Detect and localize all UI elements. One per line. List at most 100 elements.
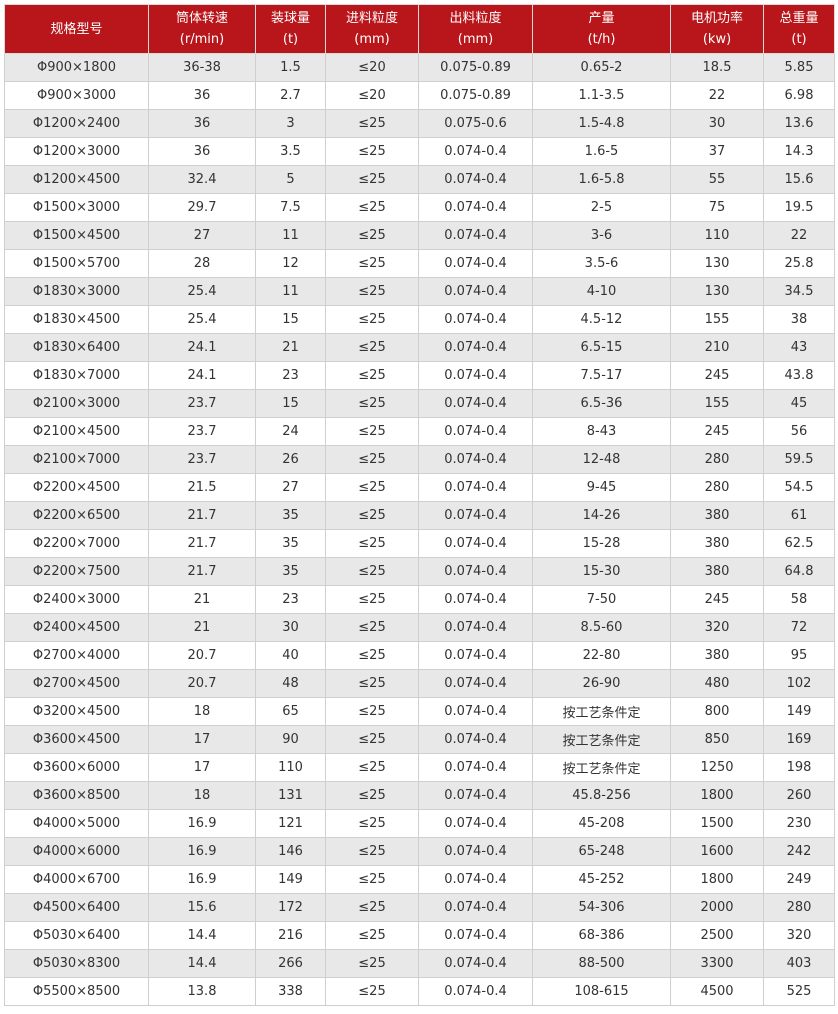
cell-total-weight: 38	[763, 305, 835, 334]
cell-motor-power: 380	[670, 641, 764, 670]
cell-capacity: 6.5-15	[532, 333, 671, 362]
table-row: Φ3600×8500 18 131 ≤25 0.074-0.4 45.8-256 1800 2…	[4, 781, 835, 810]
table-row: Φ900×1800 36-38 1.5 ≤20 0.075-0.89 0.65-2 18.5…	[4, 53, 835, 82]
cell-speed: 23.7	[148, 417, 256, 446]
cell-model: Φ1200×4500	[4, 165, 149, 194]
header-label: 装球量	[270, 11, 310, 26]
cell-capacity: 6.5-36	[532, 389, 671, 418]
cell-motor-power: 37	[670, 137, 764, 166]
header-unit: (t)	[791, 32, 807, 47]
cell-discharge-size: 0.074-0.4	[418, 641, 533, 670]
header-total-weight: 总重量 (t)	[763, 4, 835, 54]
cell-feed-size: ≤25	[325, 949, 419, 978]
cell-discharge-size: 0.074-0.4	[418, 389, 533, 418]
cell-ball-load: 48	[255, 669, 326, 698]
cell-feed-size: ≤25	[325, 697, 419, 726]
cell-capacity: 3-6	[532, 221, 671, 250]
cell-model: Φ4000×6000	[4, 837, 149, 866]
cell-speed: 14.4	[148, 921, 256, 950]
cell-speed: 16.9	[148, 837, 256, 866]
cell-ball-load: 266	[255, 949, 326, 978]
cell-speed: 32.4	[148, 165, 256, 194]
cell-total-weight: 34.5	[763, 277, 835, 306]
cell-speed: 17	[148, 753, 256, 782]
cell-total-weight: 62.5	[763, 529, 835, 558]
cell-feed-size: ≤25	[325, 389, 419, 418]
cell-speed: 27	[148, 221, 256, 250]
cell-feed-size: ≤25	[325, 809, 419, 838]
cell-model: Φ3600×8500	[4, 781, 149, 810]
cell-speed: 21	[148, 585, 256, 614]
cell-motor-power: 320	[670, 613, 764, 642]
cell-feed-size: ≤25	[325, 137, 419, 166]
table-row: Φ2400×3000 21 23 ≤25 0.074-0.4 7-50 245 58	[4, 585, 835, 614]
cell-motor-power: 110	[670, 221, 764, 250]
cell-ball-load: 21	[255, 333, 326, 362]
cell-feed-size: ≤25	[325, 109, 419, 138]
cell-discharge-size: 0.074-0.4	[418, 697, 533, 726]
cell-total-weight: 19.5	[763, 193, 835, 222]
cell-discharge-size: 0.074-0.4	[418, 249, 533, 278]
cell-motor-power: 1800	[670, 781, 764, 810]
cell-speed: 23.7	[148, 445, 256, 474]
cell-total-weight: 64.8	[763, 557, 835, 586]
cell-ball-load: 3.5	[255, 137, 326, 166]
cell-discharge-size: 0.074-0.4	[418, 333, 533, 362]
header-unit: (kw)	[702, 32, 732, 47]
cell-model: Φ5030×6400	[4, 921, 149, 950]
cell-feed-size: ≤25	[325, 165, 419, 194]
cell-discharge-size: 0.074-0.4	[418, 781, 533, 810]
cell-feed-size: ≤25	[325, 585, 419, 614]
cell-discharge-size: 0.074-0.4	[418, 193, 533, 222]
table-row: Φ4500×6400 15.6 172 ≤25 0.074-0.4 54-306 2000 2…	[4, 893, 835, 922]
cell-discharge-size: 0.074-0.4	[418, 361, 533, 390]
cell-motor-power: 280	[670, 473, 764, 502]
cell-capacity: 54-306	[532, 893, 671, 922]
cell-discharge-size: 0.075-0.6	[418, 109, 533, 138]
cell-motor-power: 1500	[670, 809, 764, 838]
cell-feed-size: ≤25	[325, 529, 419, 558]
cell-ball-load: 15	[255, 389, 326, 418]
cell-model: Φ1500×3000	[4, 193, 149, 222]
cell-capacity: 14-26	[532, 501, 671, 530]
table-row: Φ900×3000 36 2.7 ≤20 0.075-0.89 1.1-3.5 22 6.98	[4, 81, 835, 110]
cell-total-weight: 25.8	[763, 249, 835, 278]
cell-feed-size: ≤25	[325, 361, 419, 390]
cell-motor-power: 155	[670, 389, 764, 418]
cell-motor-power: 245	[670, 585, 764, 614]
table-row: Φ1200×3000 36 3.5 ≤25 0.074-0.4 1.6-5 37 14.3	[4, 137, 835, 166]
cell-discharge-size: 0.074-0.4	[418, 473, 533, 502]
cell-capacity: 45-252	[532, 865, 671, 894]
header-capacity: 产量 (t/h)	[532, 4, 671, 54]
ball-mill-spec-table: 规格型号 筒体转速 (r/min) 装球量 (t) 进料粒度 (mm) 出料粒度 (mm…	[4, 4, 835, 1006]
cell-feed-size: ≤25	[325, 669, 419, 698]
cell-ball-load: 15	[255, 305, 326, 334]
cell-motor-power: 130	[670, 249, 764, 278]
cell-discharge-size: 0.074-0.4	[418, 669, 533, 698]
cell-motor-power: 245	[670, 361, 764, 390]
cell-total-weight: 403	[763, 949, 835, 978]
cell-model: Φ5500×8500	[4, 977, 149, 1006]
table-row: Φ1500×4500 27 11 ≤25 0.074-0.4 3-6 110 22	[4, 221, 835, 250]
cell-feed-size: ≤25	[325, 277, 419, 306]
cell-model: Φ3600×4500	[4, 725, 149, 754]
cell-total-weight: 56	[763, 417, 835, 446]
cell-discharge-size: 0.075-0.89	[418, 81, 533, 110]
cell-discharge-size: 0.075-0.89	[418, 53, 533, 82]
cell-ball-load: 110	[255, 753, 326, 782]
cell-speed: 16.9	[148, 809, 256, 838]
cell-ball-load: 90	[255, 725, 326, 754]
header-label: 产量	[588, 11, 615, 26]
cell-motor-power: 18.5	[670, 53, 764, 82]
cell-total-weight: 59.5	[763, 445, 835, 474]
cell-feed-size: ≤20	[325, 53, 419, 82]
header-unit: (mm)	[354, 32, 390, 47]
cell-motor-power: 380	[670, 529, 764, 558]
cell-motor-power: 30	[670, 109, 764, 138]
cell-model: Φ2400×4500	[4, 613, 149, 642]
cell-speed: 24.1	[148, 333, 256, 362]
table-row: Φ1830×3000 25.4 11 ≤25 0.074-0.4 4-10 130 34.5	[4, 277, 835, 306]
header-unit: (r/min)	[179, 32, 225, 47]
cell-total-weight: 525	[763, 977, 835, 1006]
cell-discharge-size: 0.074-0.4	[418, 221, 533, 250]
